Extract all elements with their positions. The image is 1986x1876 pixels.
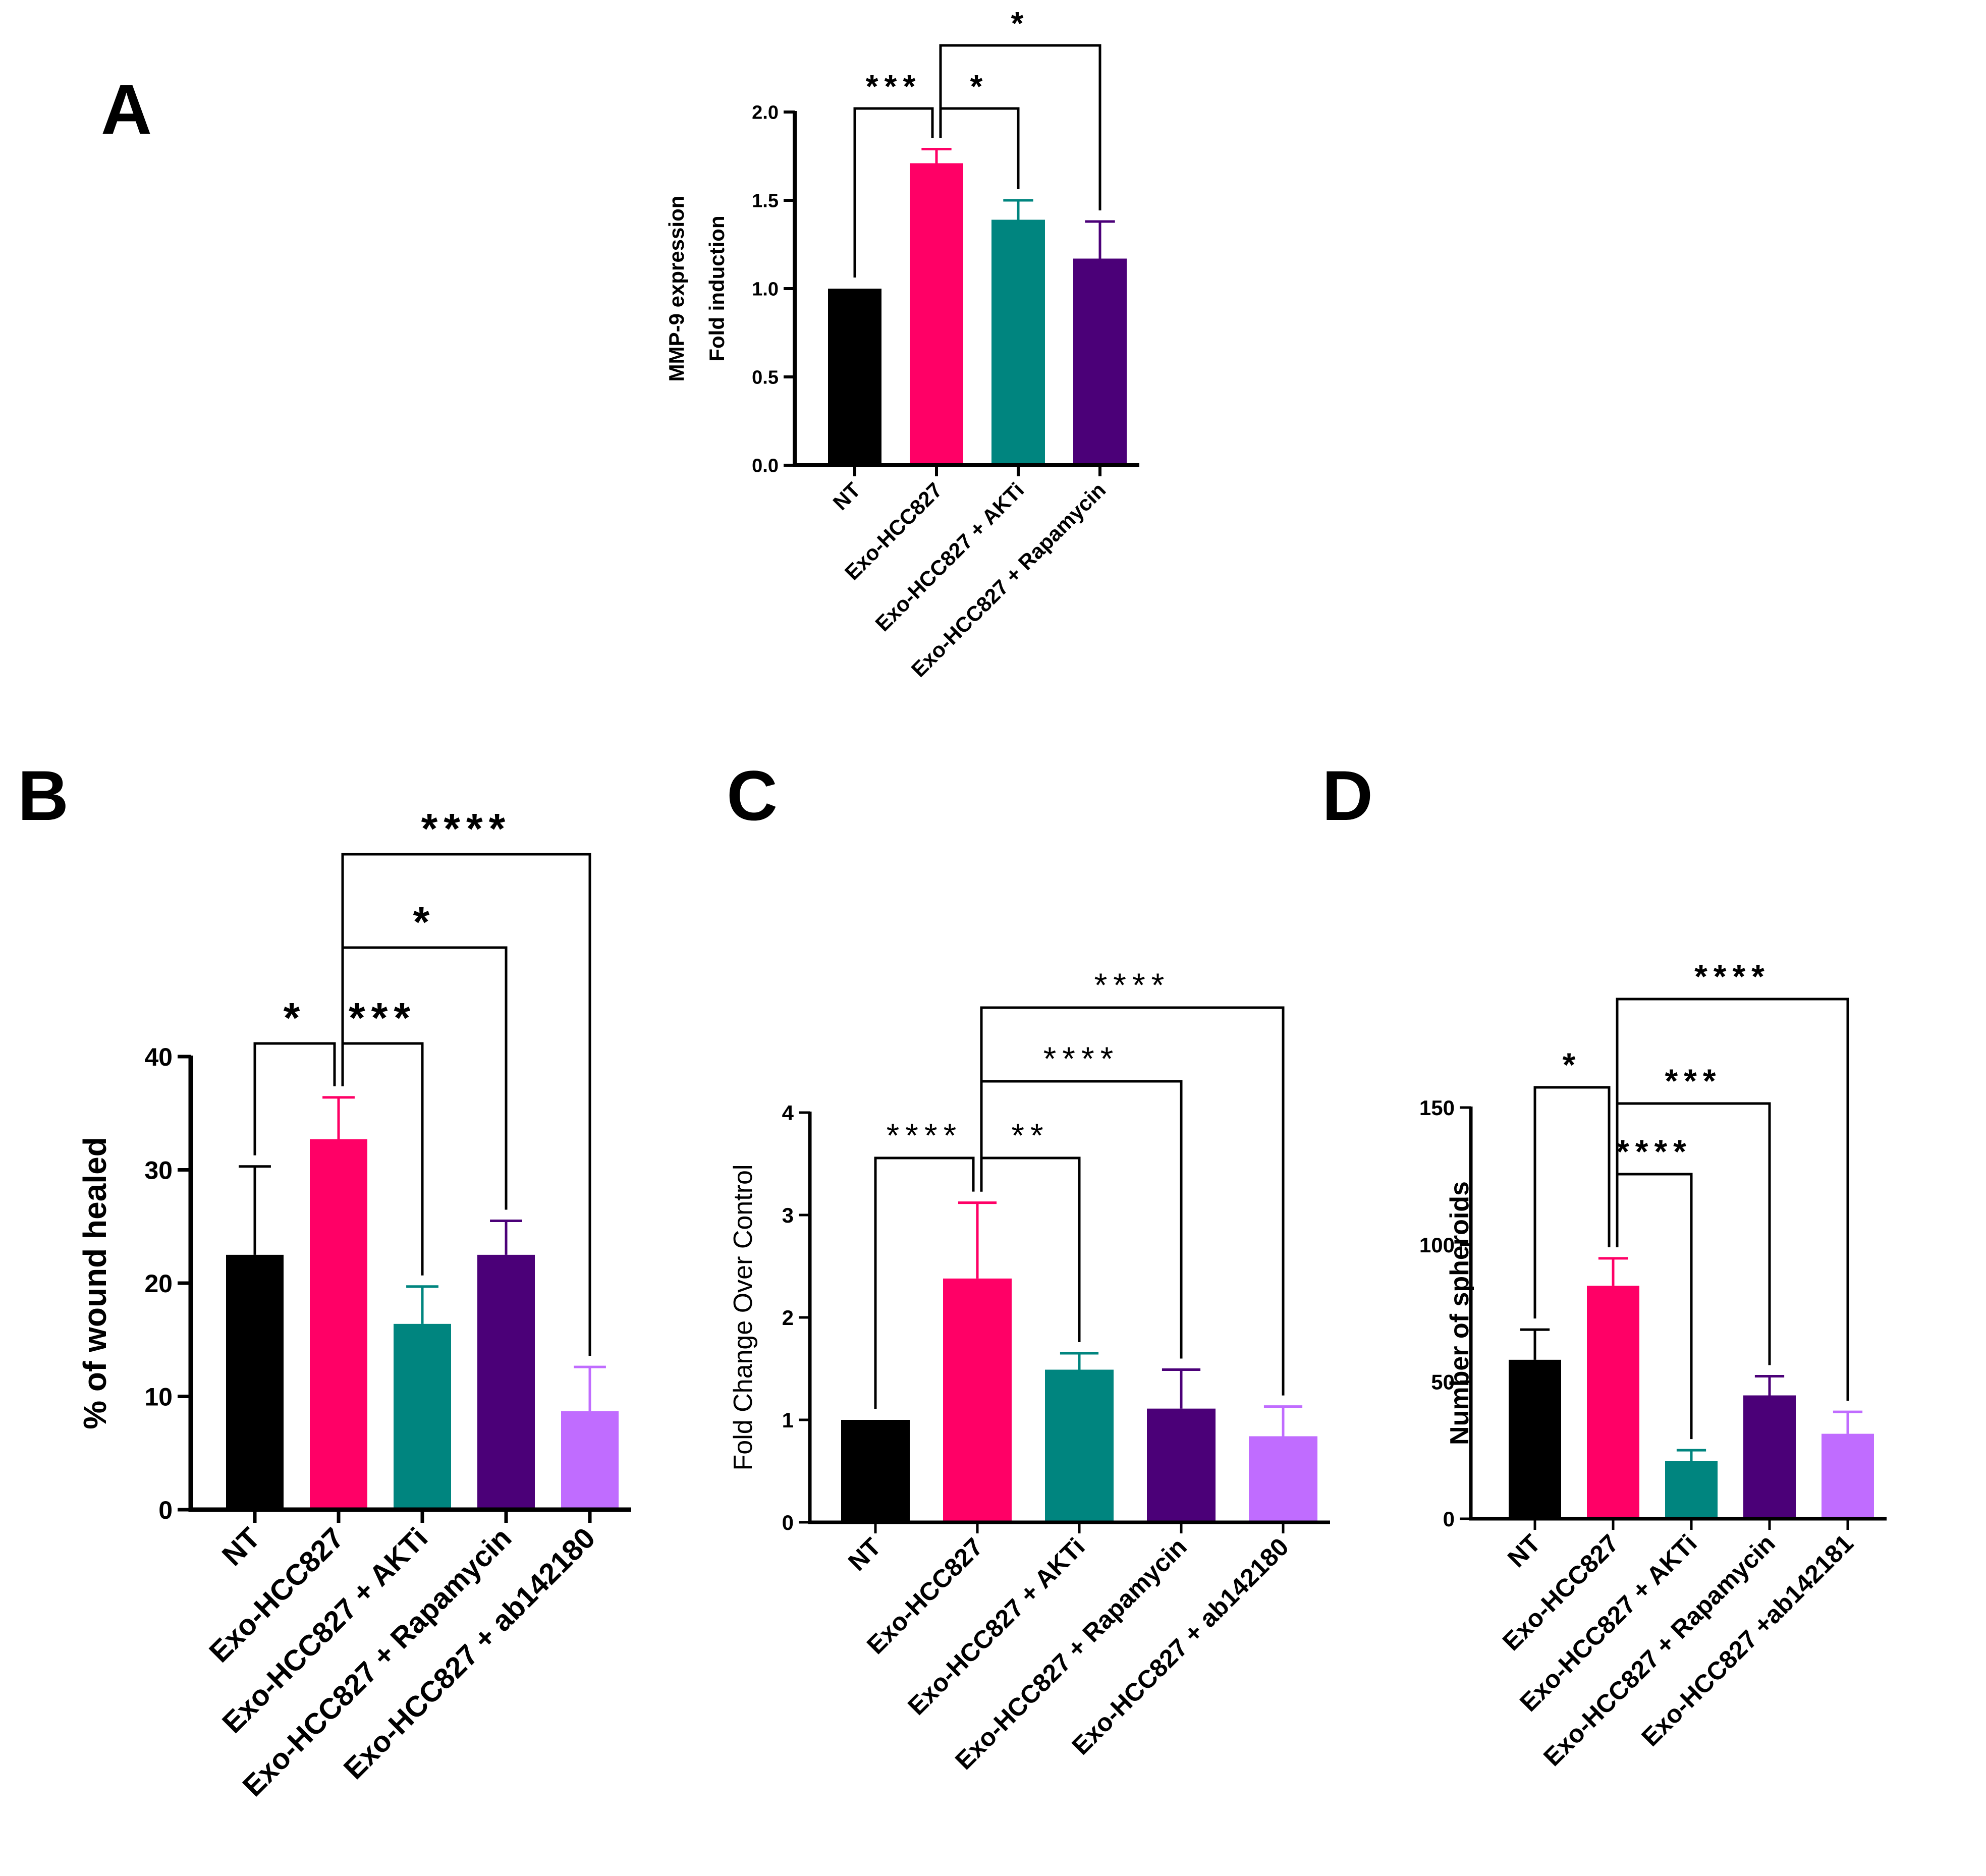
chart-a-significance-label: * <box>1011 5 1030 41</box>
chart-c-x-tick-label: NT <box>843 1532 887 1576</box>
chart-c-y-tick-label: 4 <box>782 1101 794 1125</box>
chart-a-significance-label: *** <box>866 68 922 104</box>
chart-a-bar <box>828 289 881 465</box>
chart-b-significance-bracket <box>253 1042 336 1155</box>
chart-b-y-axis-label: % of wound healed <box>77 1137 113 1429</box>
chart-a-significance-bracket <box>939 44 1101 210</box>
chart-d-bar <box>1587 1286 1639 1519</box>
chart-c-significance-label: ** <box>1011 1117 1049 1154</box>
chart-b-significance-label: * <box>413 898 436 946</box>
chart-a-y-axis-label: MMP-9 expression <box>665 196 688 382</box>
chart-c-y-axis-label: Fold Change Over Control <box>729 1165 758 1471</box>
chart-b-significance-label: *** <box>349 994 416 1041</box>
chart-a-x-tick-label: NT <box>829 478 865 515</box>
chart-a-y-tick-label: 1.0 <box>752 279 779 300</box>
chart-a-y-tick-label: 0.5 <box>752 367 779 389</box>
chart-d-y-tick-label: 0 <box>1443 1507 1455 1531</box>
chart-b-bar <box>561 1411 619 1510</box>
chart-d-significance-label: * <box>1563 1046 1582 1083</box>
chart-c-y-tick-label: 3 <box>782 1203 794 1227</box>
chart-d-y-axis-label: Number of spheroids <box>1445 1181 1474 1445</box>
chart-c-bar <box>1249 1436 1317 1522</box>
chart-b-x-tick-label: NT <box>216 1521 267 1572</box>
chart-c-x-tick-label: Exo-HCC827 + AKTi <box>902 1532 1090 1721</box>
chart-c-significance-bracket <box>980 1006 1285 1396</box>
chart-b-y-tick-label: 20 <box>144 1270 173 1298</box>
chart-d-bar <box>1743 1395 1796 1519</box>
chart-b-significance-label: **** <box>421 805 512 852</box>
panel-letter-b: B <box>18 756 69 835</box>
chart-d-y-tick-label: 150 <box>1419 1096 1455 1120</box>
chart-d-significance-bracket <box>1616 998 1849 1401</box>
chart-c-y-tick-label: 2 <box>782 1306 794 1330</box>
chart-c-significance-label: **** <box>1094 966 1171 1004</box>
chart-b-y-tick-label: 30 <box>144 1156 173 1185</box>
chart-c-bar <box>841 1420 910 1522</box>
chart-a-x-tick-label: Exo-HCC827 + AKTi <box>870 478 1028 636</box>
panel-letter-d: D <box>1322 756 1373 835</box>
chart-c-bar <box>943 1278 1012 1522</box>
chart-a-significance-bracket <box>853 107 934 278</box>
chart-c-x-tick-label: Exo-HCC827 + ab142180 <box>1066 1532 1294 1760</box>
chart-c-bar <box>1045 1369 1114 1522</box>
chart-a-y-axis-label: Fold induction <box>705 215 729 361</box>
panel-letter-a: A <box>101 70 152 149</box>
chart-b-y-tick-label: 10 <box>144 1383 173 1411</box>
chart-d-significance-label: **** <box>1694 958 1771 995</box>
chart-b-bar <box>310 1139 367 1510</box>
chart-d-bar <box>1665 1461 1718 1519</box>
chart-c-significance-label: **** <box>887 1117 963 1154</box>
chart-c-bar <box>1147 1408 1216 1522</box>
chart-b-bar <box>477 1254 535 1510</box>
chart-b-bar <box>394 1323 451 1510</box>
chart-d-y-tick-label: 50 <box>1431 1370 1455 1394</box>
chart-b-y-tick-label: 0 <box>158 1496 173 1524</box>
chart-d-bar <box>1509 1359 1561 1519</box>
chart-a-significance-label: * <box>970 68 989 104</box>
chart-a-bar <box>1073 258 1127 465</box>
chart-d-y-tick-label: 100 <box>1419 1233 1455 1257</box>
chart-c-significance-bracket <box>874 1156 975 1409</box>
chart-a-y-tick-label: 2.0 <box>752 102 779 124</box>
chart-c-significance-label: **** <box>1043 1040 1120 1077</box>
chart-d-bar <box>1822 1433 1874 1519</box>
chart-d-significance-label: **** <box>1616 1133 1692 1170</box>
chart-d-significance-bracket <box>1533 1086 1611 1319</box>
chart-a-y-tick-label: 0.0 <box>752 456 779 477</box>
chart-b-bar <box>226 1254 284 1510</box>
chart-c-y-tick-label: 0 <box>782 1511 794 1534</box>
chart-d-significance-label: *** <box>1665 1062 1722 1099</box>
chart-a-bar <box>910 163 963 465</box>
chart-b-significance-bracket <box>341 853 591 1356</box>
chart-a-y-tick-label: 1.5 <box>752 191 779 212</box>
chart-b-y-tick-label: 40 <box>144 1043 173 1071</box>
chart-c-y-tick-label: 1 <box>782 1408 794 1432</box>
chart-b-significance-label: * <box>284 994 306 1041</box>
panel-letter-c: C <box>727 756 778 835</box>
chart-a-bar <box>991 219 1045 465</box>
chart-d-x-tick-label: NT <box>1502 1529 1546 1573</box>
